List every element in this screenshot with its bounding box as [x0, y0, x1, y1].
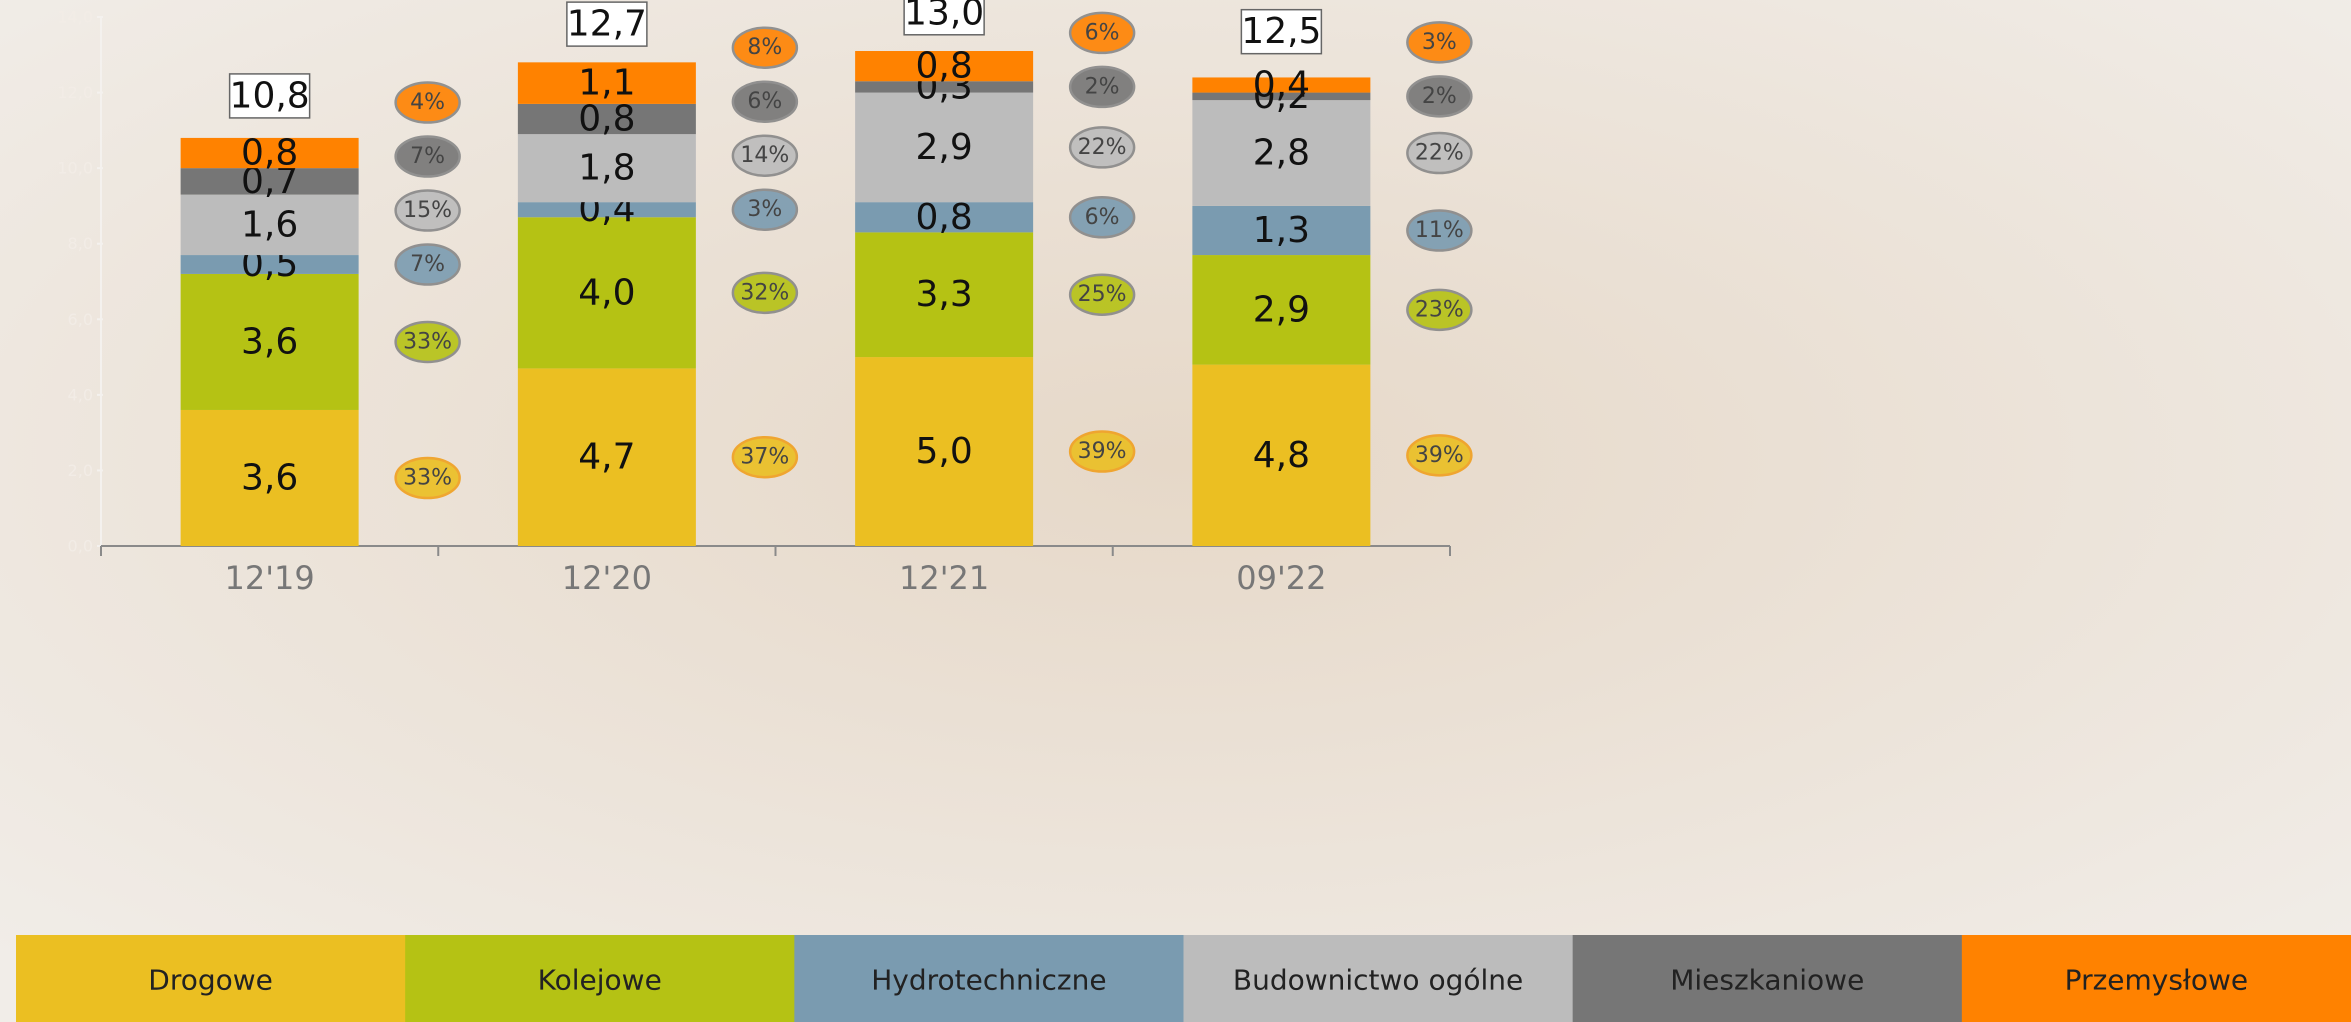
share-label: 11% — [1415, 218, 1464, 243]
share-label: 6% — [1085, 20, 1120, 45]
legend-label: Mieszkaniowe — [1670, 964, 1864, 997]
share-label: 15% — [403, 198, 452, 223]
total-label: 12,5 — [1241, 11, 1321, 52]
value-label: 3,6 — [241, 321, 298, 362]
y-tick-label: 0,0 — [68, 537, 93, 556]
value-label: 1,1 — [578, 63, 635, 104]
share-label: 39% — [1078, 439, 1127, 464]
share-label: 33% — [403, 465, 452, 490]
value-label: 4,7 — [578, 437, 635, 478]
value-label: 4,8 — [1253, 435, 1310, 476]
legend-label: Kolejowe — [538, 964, 662, 997]
value-label: 0,8 — [241, 133, 298, 174]
legend-label: Budownictwo ogólne — [1233, 964, 1523, 997]
total-label: 12,7 — [567, 4, 647, 45]
y-tick-label: 2,0 — [68, 461, 93, 480]
value-label: 1,6 — [241, 204, 298, 245]
value-label: 3,6 — [241, 457, 298, 498]
page: 0,0 2,0 4,0 6,0 8,0 10,0 12,0 14,0 12'19 3,6 33% 3,… — [0, 0, 2351, 1022]
share-label: 2% — [1085, 74, 1120, 99]
legend-label: Drogowe — [148, 964, 273, 997]
value-label: 0,8 — [915, 197, 972, 238]
chart: 0,0 2,0 4,0 6,0 8,0 10,0 12,0 14,0 12'19 3,6 33% 3,… — [0, 0, 2351, 1022]
share-label: 4% — [410, 90, 445, 115]
share-label: 25% — [1078, 282, 1127, 307]
share-label: 7% — [410, 144, 445, 169]
y-tick-label: 10,0 — [57, 159, 93, 178]
value-label: 2,9 — [915, 127, 972, 168]
share-label: 6% — [1085, 205, 1120, 230]
share-label: 8% — [747, 35, 782, 60]
value-label: 0,8 — [578, 99, 635, 140]
y-tick-label: 14,0 — [57, 8, 93, 27]
y-tick-label: 8,0 — [68, 234, 93, 253]
x-tick-label: 12'20 — [562, 559, 652, 597]
share-label: 6% — [747, 89, 782, 114]
value-label: 2,8 — [1253, 133, 1310, 174]
share-label: 37% — [740, 445, 789, 470]
share-label: 33% — [403, 329, 452, 354]
share-label: 3% — [747, 197, 782, 222]
share-label: 7% — [410, 252, 445, 277]
legend-label: Hydrotechniczne — [871, 964, 1106, 997]
value-label: 1,3 — [1253, 210, 1310, 251]
x-tick-label: 09'22 — [1236, 559, 1326, 597]
legend-label: Przemysłowe — [2065, 964, 2248, 997]
share-label: 3% — [1422, 30, 1457, 55]
y-tick-label: 12,0 — [57, 83, 93, 102]
x-tick-label: 12'19 — [225, 559, 315, 597]
value-label: 4,0 — [578, 272, 635, 313]
value-label: 1,8 — [578, 148, 635, 189]
value-label: 0,4 — [1253, 65, 1310, 106]
x-tick-label: 12'21 — [899, 559, 989, 597]
share-label: 22% — [1415, 141, 1464, 166]
y-tick-label: 6,0 — [68, 310, 93, 329]
value-label: 5,0 — [915, 431, 972, 472]
share-label: 14% — [740, 143, 789, 168]
share-label: 23% — [1415, 297, 1464, 322]
share-label: 39% — [1415, 443, 1464, 468]
value-label: 0,8 — [915, 46, 972, 87]
y-tick-label: 4,0 — [68, 385, 93, 404]
total-label: 13,0 — [904, 0, 984, 33]
value-label: 3,3 — [915, 274, 972, 315]
value-label: 2,9 — [1253, 289, 1310, 330]
share-label: 22% — [1078, 135, 1127, 160]
total-label: 10,8 — [230, 75, 310, 116]
share-label: 2% — [1422, 84, 1457, 109]
share-label: 32% — [740, 280, 789, 305]
